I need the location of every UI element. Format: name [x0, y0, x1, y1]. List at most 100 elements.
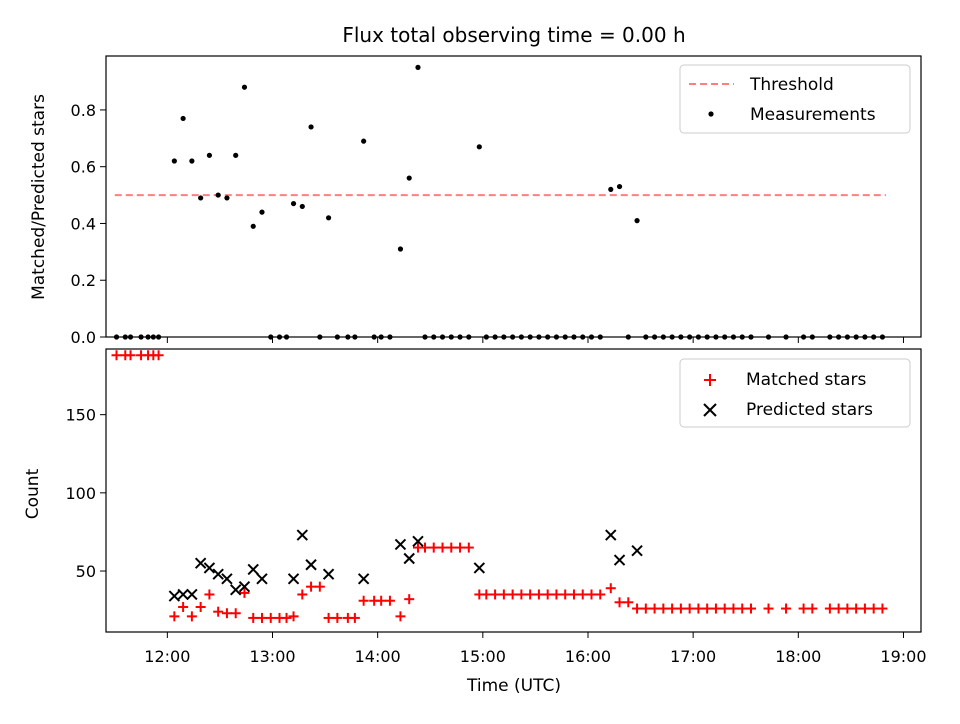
x-tick-label: 16:00	[565, 647, 611, 666]
matched-star-point	[125, 350, 136, 361]
measurement-point	[224, 195, 230, 201]
matched-star-point	[605, 583, 616, 594]
matched-star-point	[693, 603, 704, 614]
matched-star-point	[614, 597, 625, 608]
bottom-plot-frame	[105, 348, 922, 633]
matched-star-point	[877, 603, 888, 614]
legend-matched-label: Matched stars	[746, 370, 866, 390]
bottom-y-axis: 50 100 150	[65, 406, 106, 581]
matched-star-point	[577, 589, 588, 600]
x-tick-label: 19:00	[880, 647, 926, 666]
predicted-star-point	[186, 588, 198, 601]
top-legend-box	[679, 64, 911, 134]
predicted-star-point	[221, 573, 233, 585]
matched-star-point	[859, 603, 870, 614]
top-legend: Threshold Measurements	[679, 64, 911, 134]
predicted-star-point	[473, 562, 486, 574]
bottom-x-axis: 12:00 13:00 14:00 15:00 16:00 17:00 18:00 19:00	[144, 632, 927, 666]
predicted-star-point	[631, 544, 643, 557]
predicted-star-point	[238, 580, 251, 593]
matched-star-point	[323, 612, 334, 623]
measurement-point	[241, 84, 248, 90]
top-plot-frame	[105, 55, 922, 338]
matched-star-point	[349, 612, 360, 623]
matched-star-point	[781, 603, 792, 614]
measurement-point	[206, 152, 213, 158]
matched-star-point	[568, 589, 579, 600]
measurement-point	[233, 152, 239, 158]
matched-star-point	[675, 603, 686, 614]
matched-star-point	[702, 603, 713, 614]
matched-star-point	[186, 611, 197, 622]
matched-star-point	[248, 612, 259, 623]
top-plot-data	[113, 64, 886, 340]
top-y-axis: 0.0 0.2 0.4 0.6 0.8	[71, 101, 106, 347]
matched-star-point	[798, 603, 809, 614]
bottom-plot-data	[111, 350, 888, 623]
matched-star-point	[256, 612, 267, 623]
matched-star-point	[153, 350, 164, 361]
measurement-point	[308, 124, 314, 130]
measurement-point	[180, 115, 186, 122]
matched-star-point	[358, 595, 369, 606]
matched-star-point	[737, 603, 748, 614]
matched-star-point	[314, 581, 325, 592]
top-x-ticks	[166, 337, 904, 343]
x-tick-label: 13:00	[249, 647, 295, 666]
predicted-star-point	[229, 584, 242, 596]
matched-star-point	[728, 603, 739, 614]
matched-star-point	[428, 542, 439, 553]
matched-star-point	[640, 603, 651, 614]
legend-measurements-swatch	[708, 111, 714, 117]
matched-star-point	[667, 603, 678, 614]
legend-predicted-label: Predicted stars	[746, 400, 873, 420]
predicted-star-point	[203, 562, 216, 574]
matched-star-point	[533, 589, 544, 600]
bottom-legend-box	[679, 358, 911, 428]
matched-star-point	[763, 603, 774, 614]
matched-star-point	[221, 608, 232, 619]
predicted-star-point	[256, 573, 268, 585]
matched-star-point	[306, 581, 317, 592]
top-y-axis-label: Matched/Predicted stars	[29, 94, 49, 300]
matched-star-point	[868, 603, 879, 614]
x-tick-label: 17:00	[670, 647, 716, 666]
matched-star-point	[684, 603, 695, 614]
predicted-star-point	[305, 559, 317, 571]
x-axis-label: Time (UTC)	[466, 676, 561, 696]
predicted-star-point	[247, 563, 259, 576]
matched-star-point	[265, 612, 276, 623]
matched-star-point	[437, 542, 448, 553]
bottom-legend: Matched stars Predicted stars	[679, 358, 911, 428]
matched-star-point	[463, 542, 474, 553]
measurement-point	[299, 203, 305, 210]
predicted-star-point	[357, 573, 370, 585]
measurement-point	[215, 192, 221, 198]
matched-star-point	[595, 589, 606, 600]
matched-star-point	[455, 542, 466, 553]
matched-star-point	[833, 603, 844, 614]
matched-star-point	[658, 603, 669, 614]
measurement-point	[476, 144, 482, 150]
matched-star-point	[490, 589, 501, 600]
matched-star-point	[239, 587, 250, 598]
matched-star-point	[824, 603, 835, 614]
measurement-point	[608, 186, 614, 193]
matched-star-point	[745, 603, 756, 614]
top-y-tick-label: 0.0	[71, 328, 96, 347]
matched-star-point	[507, 589, 518, 600]
legend-predicted-swatch	[703, 403, 717, 417]
matched-star-point	[204, 589, 215, 600]
predicted-star-point	[194, 557, 207, 569]
matched-star-point	[842, 603, 853, 614]
predicted-star-point	[403, 552, 415, 565]
matched-star-point	[230, 608, 241, 619]
matched-star-point	[632, 603, 643, 614]
matched-star-point	[560, 589, 571, 600]
chart-title: Flux total observing time = 0.00 h	[342, 23, 685, 47]
matched-star-point	[586, 589, 597, 600]
measurement-point	[198, 195, 204, 201]
matched-star-point	[710, 603, 721, 614]
top-y-tick-label: 0.6	[71, 158, 96, 177]
matched-star-point	[281, 612, 292, 623]
